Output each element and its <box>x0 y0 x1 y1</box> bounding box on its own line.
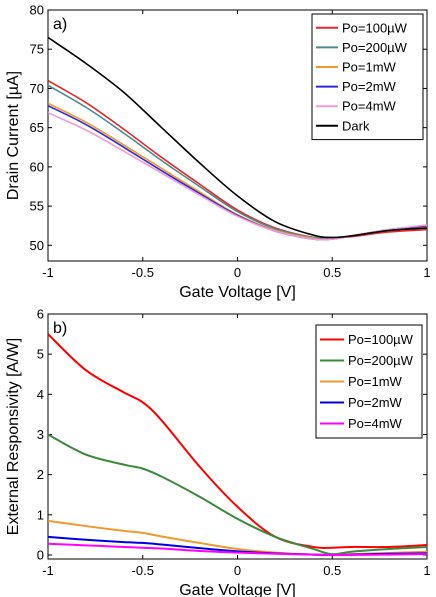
legend: Po=100µW Po=200µW Po=1mW Po=2mW Po=4mW <box>315 324 423 439</box>
x-tick-label: 0.5 <box>323 265 341 280</box>
y-tick-label: 6 <box>37 307 44 322</box>
series-line-5 <box>48 36 427 239</box>
y-tick-label: 70 <box>30 81 44 96</box>
y-tick-label: 55 <box>30 199 44 214</box>
series-line-1 <box>48 433 427 556</box>
x-tick-label: -0.5 <box>132 265 154 280</box>
legend-label-4: Po=4mW <box>342 99 397 114</box>
y-axis-label: External Responsivity [A/W] <box>5 338 22 535</box>
chart-panel-a: -1 -0.5 0 0.5 1 50 55 60 65 70 75 80 Gate Voltage [V… <box>5 3 431 302</box>
x-tick-label: 0 <box>234 265 241 280</box>
y-tick-label: 5 <box>37 347 44 362</box>
legend-box <box>311 13 424 141</box>
y-tick-label: 2 <box>37 467 44 482</box>
legend-label-3: Po=2mW <box>342 79 397 94</box>
series-line-4 <box>48 542 427 557</box>
x-tick-label: -1 <box>42 563 54 578</box>
legend-label-0: Po=100µW <box>348 332 414 347</box>
y-tick-label: 1 <box>37 507 44 522</box>
x-tick-label: 0 <box>234 563 241 578</box>
legend-label-4: Po=4mW <box>348 416 403 431</box>
y-tick-label: 0 <box>37 547 44 562</box>
x-tick-label: 1 <box>423 265 430 280</box>
panel-label: b) <box>53 320 67 337</box>
y-tick-label: 75 <box>30 42 44 57</box>
legend-label-1: Po=200µW <box>342 40 408 55</box>
y-tick-label: 60 <box>30 159 44 174</box>
y-tick-label: 80 <box>30 3 44 18</box>
chart-panel-b: -1 -0.5 0 0.5 1 0 1 2 3 4 5 6 Gate Voltage [V] Extern… <box>5 307 431 597</box>
legend-label-0: Po=100µW <box>342 20 408 35</box>
legend-label-1: Po=200µW <box>348 353 414 368</box>
x-tick-label: -0.5 <box>132 563 154 578</box>
series-line-0 <box>48 79 427 240</box>
legend-label-3: Po=2mW <box>348 395 403 410</box>
y-tick-label: 50 <box>30 238 44 253</box>
x-tick-label: -1 <box>42 265 54 280</box>
legend-label-5: Dark <box>342 118 370 133</box>
y-axis-label: Drain Current [µA] <box>5 71 22 200</box>
y-tick-label: 65 <box>30 120 44 135</box>
y-tick-label: 3 <box>37 427 44 442</box>
legend-label-2: Po=1mW <box>342 60 397 75</box>
series-line-0 <box>48 333 427 550</box>
legend: Po=100µW Po=200µW Po=1mW Po=2mW Po=4mW Dark <box>311 13 424 141</box>
series-group <box>48 36 427 241</box>
panel-label: a) <box>53 16 67 33</box>
y-tick-label: 4 <box>37 387 44 402</box>
x-axis-label: Gate Voltage [V] <box>179 582 296 597</box>
x-tick-label: 1 <box>423 563 430 578</box>
series-group <box>48 333 427 557</box>
x-tick-label: 0.5 <box>323 563 341 578</box>
x-axis-label: Gate Voltage [V] <box>179 284 296 301</box>
legend-label-2: Po=1mW <box>348 374 403 389</box>
